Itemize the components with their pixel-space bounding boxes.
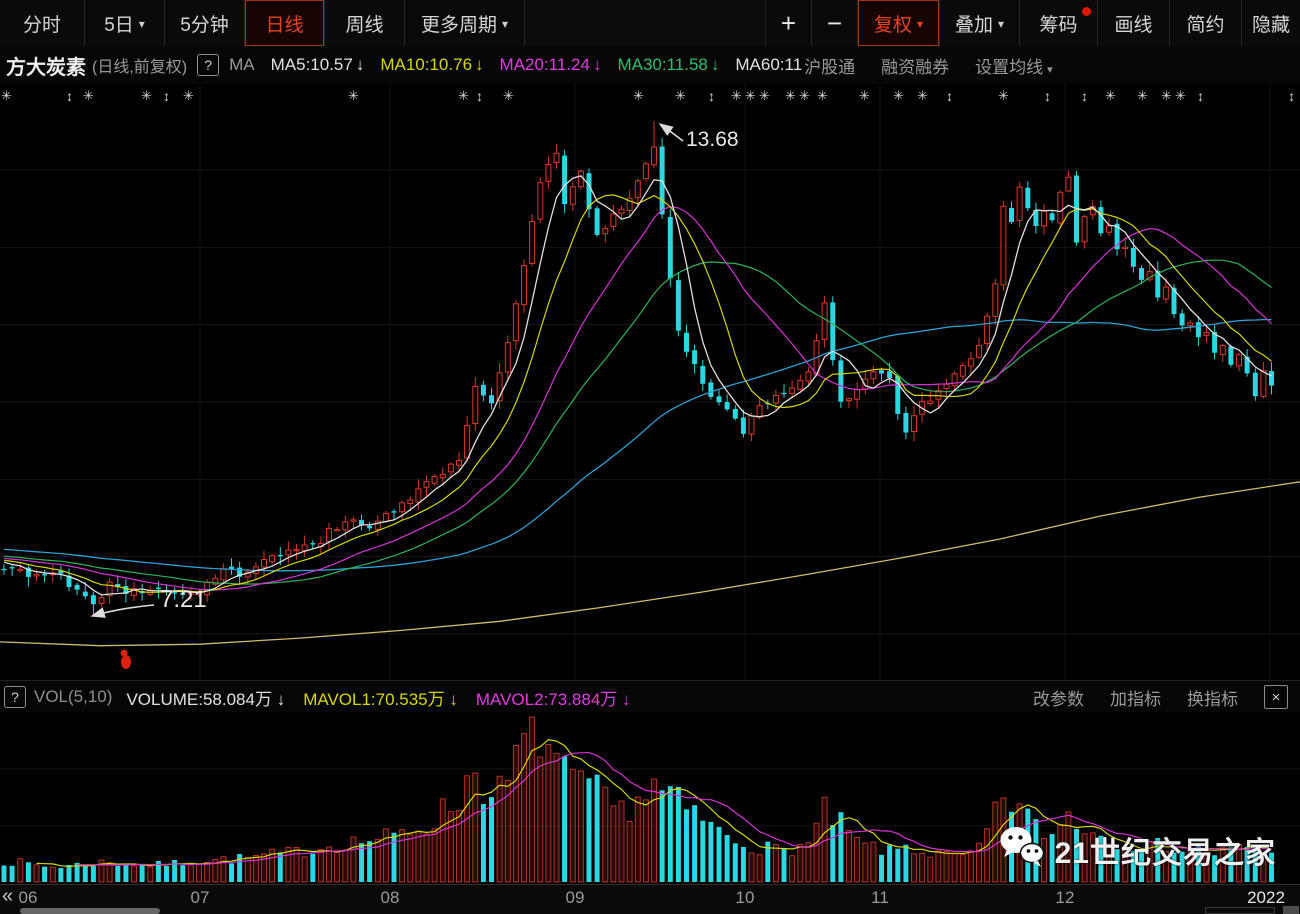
ma60-value: MA60:11 <box>735 55 803 74</box>
ma5-value: MA5:10.57 ↓ <box>270 55 365 74</box>
ma-settings-link[interactable]: 设置均线 ▾ <box>975 57 1053 77</box>
ma20-value: MA20:11.24 ↓ <box>499 55 602 74</box>
period-tab-label: 分时 <box>22 14 61 36</box>
zoom-in-button[interactable]: + <box>766 0 812 46</box>
volume-chart[interactable]: 21世纪交易之家 <box>0 712 1300 884</box>
chevron-down-icon: ▾ <box>1047 63 1053 76</box>
overlay-button[interactable]: 叠加 ▾ <box>940 0 1020 46</box>
svg-text:13.68: 13.68 <box>686 128 739 151</box>
chevron-down-icon: ▾ <box>138 17 145 31</box>
zoom-out-button[interactable]: − <box>812 0 858 46</box>
period-tab-more[interactable]: 更多周期 ▾ <box>405 0 525 46</box>
switch-indicator-button[interactable]: 换指标 <box>1187 689 1238 709</box>
down-arrow-icon: ↓ <box>592 55 602 74</box>
period-tab-5day[interactable]: 5日 ▾ <box>85 0 165 46</box>
chips-label: 筹码 <box>1039 14 1078 36</box>
period-tab-minute[interactable]: 分时 <box>0 0 85 46</box>
down-arrow-icon: ↓ <box>622 689 631 709</box>
down-arrow-icon: ↓ <box>355 55 365 74</box>
down-arrow-icon: ↓ <box>276 689 286 709</box>
toolbar: 分时 5日 ▾ 5分钟 日线 周线 更多周期 ▾ + − 复权 ▾ <box>0 0 1300 47</box>
volume-indicator-bar: ? VOL(5,10) VOLUME:58.084万 ↓ MAVOL1:70.5… <box>0 680 1300 713</box>
simple-mode-button[interactable]: 简约 <box>1170 0 1242 46</box>
scrollbar-range-box[interactable] <box>1205 907 1275 914</box>
x-axis-label: 07 <box>190 888 210 907</box>
period-tab-weekly[interactable]: 周线 <box>325 0 405 46</box>
hk-connect-link[interactable]: 沪股通 <box>804 57 856 77</box>
scroll-left-icon[interactable]: « <box>2 885 14 907</box>
x-axis-label: 10 <box>735 888 755 907</box>
stock-info-bar: 方大炭素 (日线,前复权) ? MA MA5:10.57 ↓ MA10:10.76… <box>0 46 1300 84</box>
down-arrow-icon: ↓ <box>710 55 720 74</box>
toolbar-spacer <box>525 0 766 46</box>
period-tab-label: 周线 <box>345 14 384 36</box>
x-axis-label: 2022 <box>1247 888 1285 907</box>
ma-group-label: MA <box>229 55 255 74</box>
volume-value: VOLUME:58.084万 ↓ <box>126 689 286 709</box>
period-tab-label: 日线 <box>265 14 304 36</box>
change-params-button[interactable]: 改参数 <box>1033 689 1084 709</box>
period-tab-label: 更多周期 <box>420 14 497 36</box>
ma10-value: MA10:10.76 ↓ <box>380 55 484 74</box>
close-icon[interactable]: × <box>1264 685 1288 709</box>
adjust-price-label: 复权 <box>873 14 912 36</box>
chevron-down-icon: ▾ <box>997 17 1005 31</box>
x-axis-label: 09 <box>565 888 585 907</box>
period-tab-label: 5分钟 <box>180 14 229 36</box>
x-axis-label: 12 <box>1055 888 1075 907</box>
chips-button[interactable]: 筹码 <box>1020 0 1098 46</box>
chevron-down-icon: ▾ <box>501 17 509 31</box>
help-icon[interactable]: ? <box>4 686 26 708</box>
add-indicator-button[interactable]: 加指标 <box>1110 689 1161 709</box>
candlestick-canvas[interactable]: 13.68 7.21 <box>0 84 1300 680</box>
draw-line-label: 画线 <box>1114 14 1153 36</box>
period-tab-label: 5日 <box>104 14 134 36</box>
x-axis-label: 08 <box>380 888 400 907</box>
svg-text:7.21: 7.21 <box>160 586 207 613</box>
simple-mode-label: 简约 <box>1186 14 1225 36</box>
mavol2-value: MAVOL2:73.884万 ↓ <box>475 689 631 709</box>
period-tab-5min[interactable]: 5分钟 <box>165 0 245 46</box>
volume-canvas[interactable] <box>0 712 1300 884</box>
stock-name: 方大炭素 <box>6 56 86 79</box>
scrollbar-thumb[interactable] <box>20 908 160 914</box>
hide-button[interactable]: 隐藏 <box>1242 0 1300 46</box>
mavol1-value: MAVOL1:70.535万 ↓ <box>303 689 458 709</box>
ma30-value: MA30:11.58 ↓ <box>617 55 720 74</box>
x-axis-label: 06 <box>18 888 38 907</box>
margin-trading-link[interactable]: 融资融券 <box>881 57 950 77</box>
overlay-label: 叠加 <box>954 14 993 36</box>
vol-indicator-name: VOL(5,10) <box>34 687 113 706</box>
time-axis: « 06 07 08 09 10 11 12 2022 <box>0 884 1300 914</box>
plus-icon: + <box>780 7 797 38</box>
down-arrow-icon: ↓ <box>449 689 458 709</box>
help-icon[interactable]: ? <box>197 54 220 76</box>
chart-mode-label: (日线,前复权) <box>92 59 188 76</box>
x-axis-label: 11 <box>871 888 889 907</box>
info-links: 沪股通 融资融券 设置均线 ▾ <box>804 53 1053 78</box>
minus-icon: − <box>826 7 843 38</box>
period-tab-daily[interactable]: 日线 <box>245 0 325 46</box>
notification-dot <box>1082 7 1091 16</box>
down-arrow-icon: ↓ <box>475 55 484 74</box>
scrollbar-corner[interactable] <box>1283 906 1299 914</box>
draw-line-button[interactable]: 画线 <box>1098 0 1170 46</box>
candlestick-chart[interactable]: 13.68 7.21 ✳ ↕ ✳ ✳ ↕ ✳ ✳ ✳ ↕ ✳ ✳ ✳ ↕ ✳ ✳ ✳ ✳ ✳ ✳ ✳ ✳ ✳ ↕ ✳ ↕ ↕ ✳ ✳ ✳ ✳… <box>0 84 1300 680</box>
hide-label: 隐藏 <box>1251 14 1290 36</box>
adjust-price-button[interactable]: 复权 ▾ <box>858 0 940 46</box>
chevron-down-icon: ▾ <box>916 17 924 31</box>
